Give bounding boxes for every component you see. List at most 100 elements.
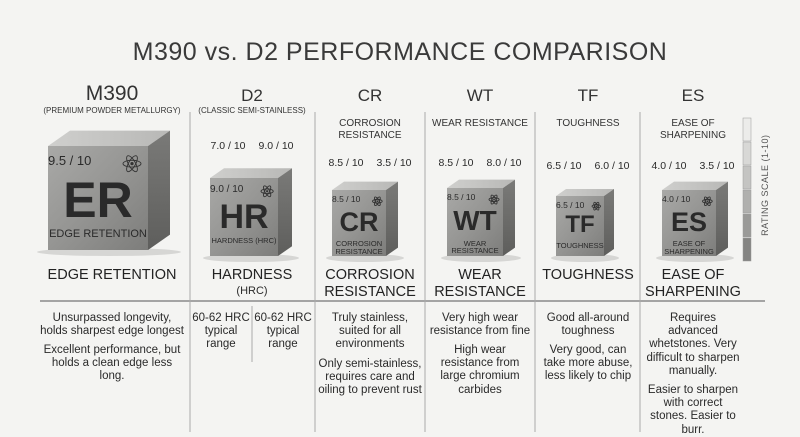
atom-icon bbox=[593, 201, 600, 211]
column-header: CR bbox=[357, 86, 383, 105]
scale-segment bbox=[742, 237, 752, 262]
score: 7.0 / 10 bbox=[210, 140, 246, 152]
cube-side bbox=[503, 179, 515, 256]
cube-caption: WEAR RESISTANCE bbox=[451, 238, 499, 256]
atom-icon bbox=[374, 196, 381, 206]
atom-icon bbox=[593, 201, 600, 211]
description: Truly stainless, suited for all environm… bbox=[331, 312, 409, 351]
atom-icon bbox=[266, 190, 269, 193]
column-header: ES bbox=[681, 86, 705, 105]
atom-icon bbox=[126, 155, 138, 173]
atom-icon bbox=[704, 196, 711, 206]
cube-symbol: HR bbox=[219, 197, 269, 236]
title: M390 vs. D2 PERFORMANCE COMPARISON bbox=[132, 38, 668, 66]
cube-top bbox=[556, 189, 614, 196]
atom-icon bbox=[704, 196, 711, 206]
atom-icon bbox=[260, 188, 274, 195]
column-subheader: (PREMIUM POWDER METALLURGY) bbox=[43, 106, 181, 115]
score: 8.5 / 10 bbox=[328, 157, 364, 169]
description: Only semi-stainless, requires care and o… bbox=[318, 358, 422, 397]
category-label: TOUGHNESS bbox=[542, 267, 634, 283]
score: 3.5 / 10 bbox=[699, 160, 735, 172]
score: 3.5 / 10 bbox=[376, 157, 412, 169]
atom-icon bbox=[122, 159, 142, 168]
description: 60-62 HRC typical range bbox=[192, 312, 250, 351]
scale-segment bbox=[742, 165, 752, 190]
atom-icon bbox=[130, 162, 134, 166]
score: 4.0 / 10 bbox=[651, 160, 687, 172]
scale-segment bbox=[742, 189, 752, 214]
cube-caption: HARDNESS (HRC) bbox=[211, 236, 277, 246]
cube-score: 9.0 / 10 bbox=[210, 184, 244, 196]
atom-icon bbox=[493, 198, 495, 201]
cube-symbol: CR bbox=[339, 206, 379, 237]
description: 60-62 HRC typical range bbox=[254, 312, 312, 351]
cube-caption: EDGE RETENTION bbox=[49, 228, 147, 241]
cube-top bbox=[48, 130, 170, 146]
score: 8.0 / 10 bbox=[486, 157, 522, 169]
column-subheader: CORROSION RESISTANCE bbox=[338, 118, 402, 141]
atom-icon bbox=[591, 204, 602, 209]
column-subheader: EASE OF SHARPENING bbox=[659, 118, 727, 141]
atom-icon bbox=[126, 155, 138, 173]
cube-score: 4.0 / 10 bbox=[662, 194, 691, 205]
column-header: TF bbox=[577, 86, 599, 105]
atom-icon bbox=[488, 197, 500, 202]
category-label: CORROSION RESISTANCE bbox=[324, 267, 416, 300]
category-label: WEAR RESISTANCE bbox=[434, 267, 526, 300]
cube-side bbox=[604, 189, 614, 256]
category-label: HARDNESS bbox=[211, 267, 293, 283]
cube-score: 8.5 / 10 bbox=[332, 194, 361, 205]
atom-icon bbox=[706, 200, 709, 203]
cube-symbol: WT bbox=[453, 205, 497, 236]
cube-side bbox=[386, 181, 398, 256]
description: High wear resistance from large chromium… bbox=[440, 344, 520, 396]
scale-segment bbox=[742, 141, 752, 166]
category-label: EASE OF SHARPENING bbox=[645, 267, 741, 300]
atom-icon bbox=[372, 198, 383, 204]
description: Unsurpassed longevity, holds sharpest ed… bbox=[40, 312, 184, 338]
cube-side bbox=[148, 130, 170, 250]
column-header: M390 bbox=[85, 82, 139, 105]
cube-score: 6.5 / 10 bbox=[556, 199, 585, 210]
description: Requires advanced whetstones. Very diffi… bbox=[646, 312, 740, 377]
scale-label: RATING SCALE (1-10) bbox=[759, 134, 770, 236]
description: Easier to sharpen with correct stones. E… bbox=[647, 384, 739, 436]
column-subheader: (CLASSIC SEMI-STAINLESS) bbox=[198, 106, 306, 115]
cube-caption: EASE OF SHARPENING bbox=[664, 239, 714, 256]
column-subheader: WEAR RESISTANCE bbox=[432, 118, 528, 129]
cube-top bbox=[332, 181, 398, 190]
cube-side bbox=[716, 181, 728, 256]
atom-icon bbox=[490, 194, 498, 205]
cube-symbol: TF bbox=[565, 211, 595, 238]
description: Very good, can take more abuse, less lik… bbox=[543, 344, 633, 383]
cube-side bbox=[278, 168, 292, 256]
cube-score: 9.5 / 10 bbox=[48, 153, 92, 169]
scale-segment bbox=[742, 117, 752, 142]
atom-icon bbox=[374, 196, 381, 206]
atom-icon bbox=[702, 198, 713, 204]
description: Very high wear resistance from fine bbox=[429, 312, 531, 338]
cube-top bbox=[662, 181, 728, 190]
category-label-note: (HRC) bbox=[236, 285, 268, 297]
atom-icon bbox=[595, 205, 598, 207]
atom-icon bbox=[376, 200, 379, 203]
description: Excellent performance, but holds a clean… bbox=[43, 344, 181, 383]
cube-top bbox=[447, 179, 515, 188]
column-subheader: TOUGHNESS bbox=[556, 118, 620, 129]
column-header: D2 bbox=[241, 86, 263, 105]
cube-caption: CORROSION RESISTANCE bbox=[335, 239, 383, 256]
column-header: WT bbox=[466, 86, 494, 105]
score: 6.0 / 10 bbox=[594, 160, 630, 172]
description: Good all-around toughness bbox=[546, 312, 630, 338]
cube-caption: TOUGHNESS bbox=[556, 240, 604, 250]
score: 8.5 / 10 bbox=[438, 157, 474, 169]
cube-top bbox=[210, 168, 292, 178]
score: 9.0 / 10 bbox=[258, 140, 294, 152]
cube-symbol: ES bbox=[670, 206, 708, 237]
scale-segment bbox=[742, 213, 752, 238]
cube-symbol: ER bbox=[63, 172, 133, 228]
cube-score: 8.5 / 10 bbox=[447, 192, 476, 203]
